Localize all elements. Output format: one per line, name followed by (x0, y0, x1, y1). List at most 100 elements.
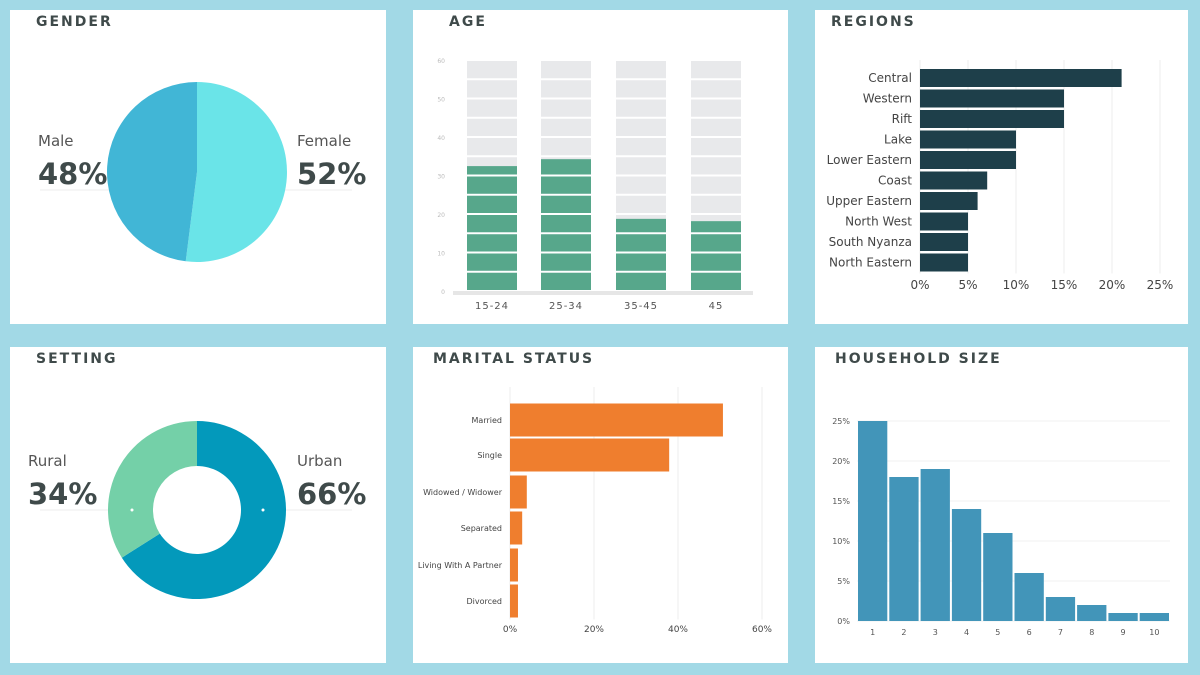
setting-title: SETTING (36, 351, 118, 367)
y-tick-label: 30 (437, 174, 445, 181)
urban-label: Urban (297, 452, 342, 470)
male-value: 48% (38, 157, 107, 191)
y-tick-label: 50 (437, 97, 445, 104)
x-tick-label: 35-45 (624, 301, 658, 312)
x-tick-label: 7 (1058, 628, 1063, 637)
bar-size-9 (1108, 613, 1138, 621)
age-bar-15-24 (467, 61, 517, 290)
age-filled-segment (691, 272, 741, 290)
bar-size-8 (1077, 605, 1107, 621)
y-tick-label: 20 (437, 212, 445, 219)
age-empty-segment (616, 157, 666, 175)
bar-size-4 (951, 509, 982, 621)
regions-title: REGIONS (831, 14, 916, 30)
age-filled-segment (616, 218, 666, 233)
age-empty-segment (541, 61, 591, 79)
age-filled-segment (467, 215, 517, 233)
rural-marker-dot (130, 508, 134, 512)
bar-south-nyanza (920, 233, 968, 251)
y-category-label: Central (868, 71, 912, 85)
age-filled-segment (541, 195, 591, 213)
bar-size-10 (1139, 613, 1169, 621)
x-tick-label: 4 (964, 628, 969, 637)
age-filled-segment (691, 221, 741, 233)
y-tick-label: 40 (437, 135, 445, 142)
age-panel: 0 10 20 30 40 50 60 15-24 25-34 35-45 45 AGE (413, 10, 788, 324)
x-tick-label: 20% (1099, 278, 1126, 292)
x-tick-label: 10% (1003, 278, 1030, 292)
household-bar-chart: 0% 5% 10% 15% 20% 25% 1 2 3 4 5 6 7 8 9 10 (832, 417, 1170, 637)
x-tick-label: 25% (1147, 278, 1174, 292)
x-tick-label: 15% (1051, 278, 1078, 292)
marital-bar-chart: 0% 20% 40% 60% Married Single Widowed / Widowe… (418, 387, 772, 635)
bar-married (510, 403, 723, 437)
age-empty-segment (616, 80, 666, 98)
x-tick-label: 1 (870, 628, 875, 637)
age-empty-segment (467, 99, 517, 117)
y-category-label: Lower Eastern (827, 153, 912, 167)
age-empty-segment (616, 61, 666, 79)
age-filled-segment (691, 234, 741, 252)
x-tick-label: 20% (584, 625, 604, 635)
x-tick-label: 45 (709, 301, 724, 312)
bar-lake (920, 130, 1016, 149)
age-empty-segment (691, 99, 741, 117)
urban-value: 66% (297, 477, 366, 511)
female-label: Female (297, 132, 351, 150)
donut-slice-rural (108, 421, 197, 558)
y-tick-label: 15% (832, 497, 850, 506)
bar-single (510, 438, 670, 472)
age-bar-35-45 (616, 61, 666, 290)
bar-widowed-widower (510, 475, 527, 509)
age-filled-segment (541, 215, 591, 233)
bar-upper-eastern (920, 192, 978, 210)
x-axis-line (453, 291, 753, 295)
x-tick-label: 10 (1149, 628, 1159, 637)
setting-donut-chart: Rural 34% Urban 66% (28, 421, 366, 599)
age-empty-segment (691, 118, 741, 136)
x-tick-label: 5% (958, 278, 977, 292)
age-filled-segment (467, 195, 517, 213)
regions-panel: 0% 5% 10% 15% 20% 25% Central Western Rift Lake Lo… (815, 10, 1188, 324)
rural-label: Rural (28, 452, 67, 470)
y-category-label: Western (863, 92, 912, 106)
x-tick-label: 25-34 (549, 301, 583, 312)
age-filled-segment (616, 272, 666, 290)
age-empty-segment (616, 138, 666, 156)
age-filled-segment (541, 234, 591, 252)
bar-coast (920, 171, 988, 190)
y-category-label: Widowed / Widower (423, 488, 503, 497)
bar-separated (510, 511, 523, 545)
donut-slice-urban (121, 421, 286, 599)
pie-slice-male (106, 82, 197, 262)
x-tick-label: 60% (752, 625, 772, 635)
y-tick-label: 20% (832, 457, 850, 466)
bar-size-5 (983, 533, 1013, 621)
age-empty-segment (616, 176, 666, 194)
bar-divorced (510, 584, 518, 618)
age-empty-segment (467, 138, 517, 156)
y-tick-label: 0% (837, 617, 850, 626)
age-filled-segment (541, 253, 591, 271)
gender-panel: Male 48% Female 52% GENDER (10, 10, 386, 324)
gender-title: GENDER (36, 14, 113, 30)
age-filled-segment (467, 166, 517, 175)
age-empty-segment (691, 138, 741, 156)
age-filled-segment (541, 176, 591, 194)
age-filled-segment (467, 234, 517, 252)
age-filled-segment (467, 272, 517, 290)
age-filled-segment (691, 253, 741, 271)
x-tick-label: 6 (1027, 628, 1032, 637)
age-empty-segment (541, 138, 591, 156)
age-empty-segment (541, 118, 591, 136)
pie-slice-female (185, 82, 287, 262)
y-category-label: Married (472, 416, 502, 425)
y-tick-label: 0 (441, 289, 445, 296)
y-tick-label: 5% (837, 577, 850, 586)
y-category-label: Upper Eastern (826, 194, 912, 208)
bar-western (920, 89, 1064, 108)
x-tick-label: 9 (1121, 628, 1126, 637)
bar-size-3 (920, 469, 950, 621)
y-category-label: Single (477, 451, 502, 460)
y-category-label: Rift (892, 112, 913, 126)
